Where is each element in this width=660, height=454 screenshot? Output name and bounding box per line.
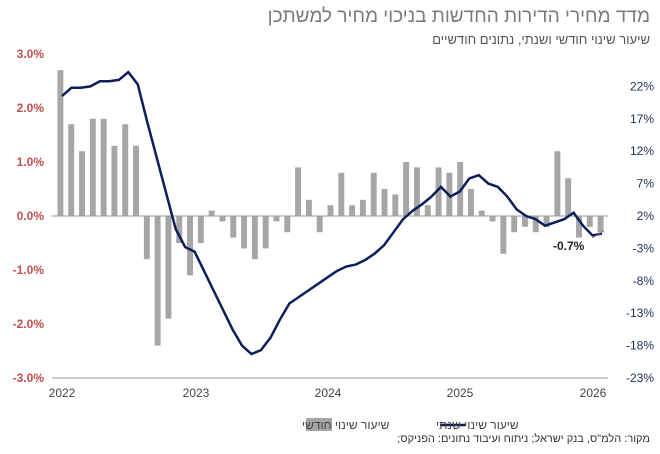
bar-monthly xyxy=(89,118,96,216)
bar-monthly xyxy=(100,118,107,216)
left-tick-label: -3.0% xyxy=(13,371,45,385)
bar-monthly xyxy=(403,162,410,216)
bar-monthly xyxy=(478,210,485,216)
left-tick-label: -1.0% xyxy=(13,263,45,277)
bar-monthly xyxy=(565,178,572,216)
bar-monthly xyxy=(143,216,150,260)
bar-monthly xyxy=(197,216,204,243)
chart-subtitle: שיעור שינוי חודשי ושנתי, נתונים חודשיים xyxy=(432,32,650,47)
bar-series-monthly xyxy=(57,70,604,346)
annotation-last-value: -0.7% xyxy=(553,239,585,253)
bar-monthly xyxy=(111,145,118,216)
bar-monthly xyxy=(489,216,496,222)
bar-monthly xyxy=(68,124,75,216)
right-tick-label: 17% xyxy=(630,112,654,126)
x-tick-label: 2026 xyxy=(580,386,607,400)
bar-monthly xyxy=(424,205,431,216)
right-tick-label: -18% xyxy=(626,339,654,353)
bar-monthly xyxy=(554,151,561,216)
legend-bar-swatch xyxy=(306,418,332,431)
right-tick-label: 7% xyxy=(637,177,655,191)
right-tick-label: 12% xyxy=(630,144,654,158)
bar-monthly xyxy=(511,216,518,233)
bar-monthly xyxy=(359,199,366,216)
bar-monthly xyxy=(413,167,420,216)
left-tick-label: -2.0% xyxy=(13,317,45,331)
bar-monthly xyxy=(133,145,139,216)
annotation-leader xyxy=(591,230,605,239)
legend-label-yearly: שיעור שינוי שנתי xyxy=(436,418,519,432)
bar-monthly xyxy=(586,216,593,227)
bar-monthly xyxy=(349,205,356,216)
right-tick-label: 22% xyxy=(630,79,654,93)
left-tick-label: 1.0% xyxy=(17,155,45,169)
bar-monthly xyxy=(522,216,528,227)
bar-monthly xyxy=(305,199,312,216)
x-tick-label: 2024 xyxy=(315,386,342,400)
right-axis-ticks: 22% 17% 12% 7% 2% -3% -8% -13% -18% -23% xyxy=(626,79,654,385)
right-tick-label: -8% xyxy=(633,274,655,288)
bar-monthly xyxy=(122,124,129,216)
left-axis-ticks: 3.0% 2.0% 1.0% 0.0% -1.0% -2.0% -3.0% xyxy=(13,47,45,385)
bar-monthly xyxy=(251,216,258,260)
legend-label-monthly: שיעור שינוי חודשי xyxy=(302,418,390,432)
x-tick-label: 2023 xyxy=(183,386,210,400)
line-series-yearly xyxy=(61,70,603,356)
bar-monthly xyxy=(467,189,474,216)
left-tick-label: 3.0% xyxy=(17,47,45,61)
bar-monthly xyxy=(262,216,269,249)
bar-monthly xyxy=(316,216,323,233)
bar-monthly xyxy=(295,167,302,216)
bar-monthly xyxy=(392,194,399,216)
right-tick-label: -23% xyxy=(626,371,654,385)
bar-monthly xyxy=(176,216,183,243)
bar-monthly xyxy=(79,151,85,216)
bar-monthly xyxy=(327,205,334,216)
bar-monthly xyxy=(576,216,582,238)
chart-title: מדד מחירי הדירות החדשות בניכוי מחיר למשת… xyxy=(267,6,650,27)
bar-monthly xyxy=(219,216,226,222)
bar-monthly xyxy=(57,70,64,216)
bar-monthly xyxy=(165,216,172,319)
left-tick-label: 0.0% xyxy=(17,209,45,223)
right-tick-label: -13% xyxy=(626,306,654,320)
bar-monthly xyxy=(187,216,194,276)
bar-monthly xyxy=(208,210,215,216)
bar-monthly xyxy=(435,167,442,216)
bar-monthly xyxy=(338,172,345,216)
bar-monthly xyxy=(241,216,248,249)
bar-monthly xyxy=(370,172,377,216)
x-tick-label: 2025 xyxy=(447,386,474,400)
bar-monthly xyxy=(230,216,237,238)
x-tick-label: 2022 xyxy=(49,386,76,400)
source-note: מקור: הלמ"ס, בנק ישראל; ניתוח ועיבוד נתו… xyxy=(397,433,650,445)
bar-monthly xyxy=(532,216,539,233)
bar-monthly xyxy=(273,216,280,222)
right-tick-label: -3% xyxy=(633,241,655,255)
bar-monthly xyxy=(543,216,550,227)
bar-monthly xyxy=(500,216,507,254)
bar-monthly xyxy=(597,216,604,233)
left-tick-label: 2.0% xyxy=(17,101,45,115)
x-axis-ticks: 2022 2023 2024 2025 2026 xyxy=(49,386,607,400)
right-tick-label: 2% xyxy=(637,209,655,223)
bar-monthly xyxy=(381,189,388,216)
bar-monthly xyxy=(154,216,161,346)
legend: שיעור שינוי שנתי שיעור שינוי חודשי xyxy=(302,418,519,432)
bar-monthly xyxy=(284,216,291,233)
